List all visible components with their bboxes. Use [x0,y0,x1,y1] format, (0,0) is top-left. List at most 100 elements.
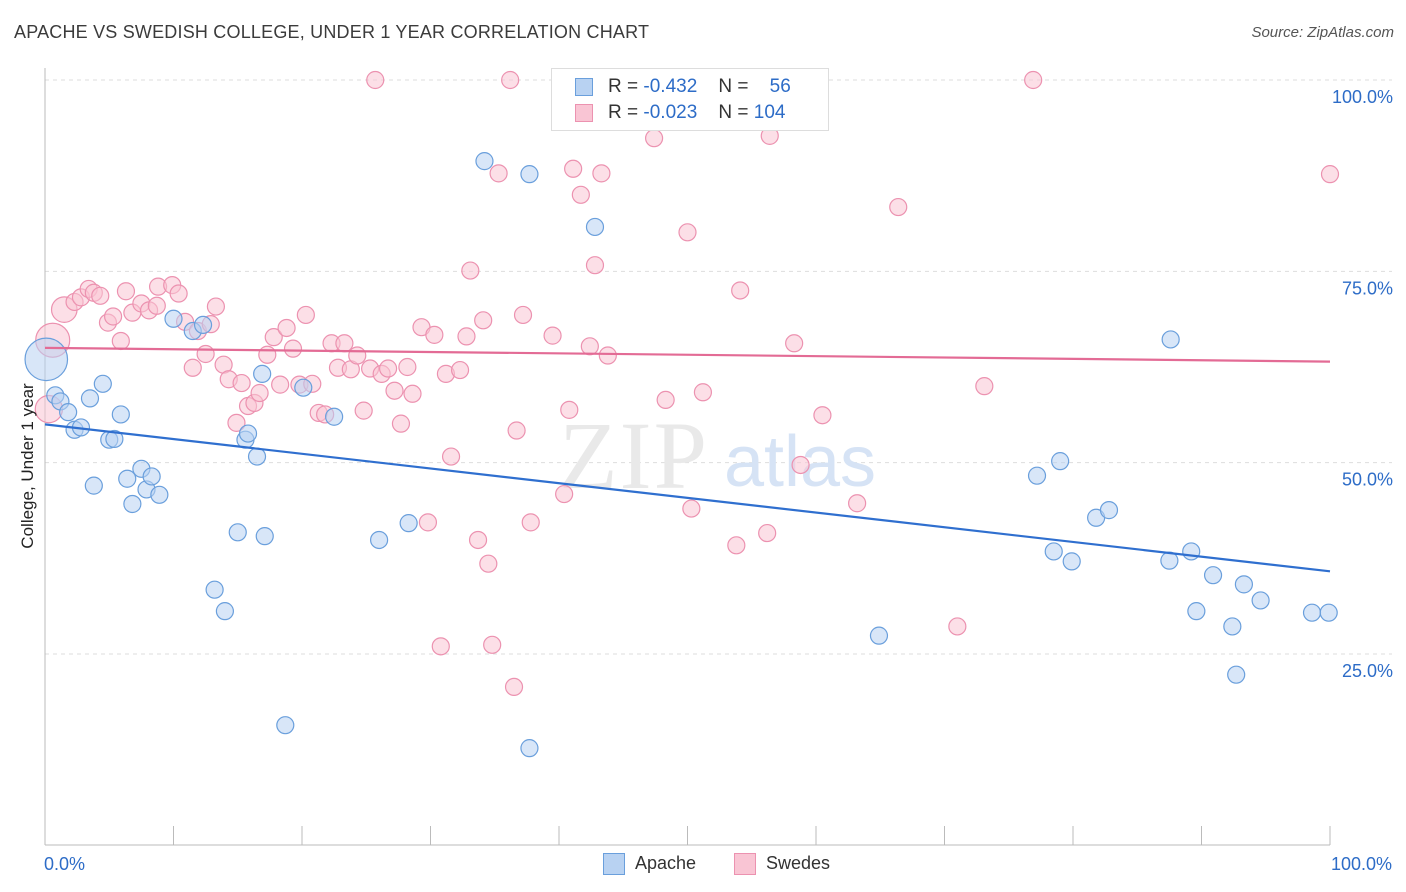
trend-lines [44,346,1331,573]
swedes-point [116,282,136,301]
swedes-point [785,334,804,353]
apache-point [150,485,169,504]
swedes-point [656,390,675,410]
swedes-point [889,197,908,217]
apache-point [1251,591,1270,610]
swedes-point [580,337,599,356]
swedes-point [483,635,502,654]
grid-lines [45,79,1392,655]
swedes-trend-line [44,346,1331,363]
swedes-point [385,381,404,400]
y-tick-label: 50.0% [1342,470,1393,490]
apache-point [325,407,344,426]
apache-point [1027,466,1047,485]
swedes-point [585,256,605,275]
swedes-point [727,536,746,555]
swedes-point [678,223,697,242]
swedes-point [104,307,123,326]
apache-point [276,716,295,735]
swedes-point [758,523,777,543]
apache-points [24,152,1338,758]
apache-point [1302,603,1322,622]
swedes-point [468,530,488,550]
swedes-point [391,414,411,433]
apache-point [370,530,389,550]
apache-r-label: R = [608,76,639,97]
chart-title: APACHE VS SWEDISH COLLEGE, UNDER 1 YEAR … [14,22,650,42]
swedes-point [418,513,438,532]
swedes-point [457,327,476,346]
apache-point [105,429,124,449]
apache-point [118,469,137,488]
apache-point [1234,575,1254,594]
stats-row-swedes: R = -0.023 N = 104 [552,100,828,126]
swedes-point [271,375,290,394]
swedes-point [111,331,130,351]
swedes-point [227,413,246,432]
swedes-point [504,677,524,697]
swedes-point [543,326,562,345]
apache-point [399,514,418,533]
apache-point [1203,566,1223,585]
swedes-point [296,305,315,325]
swedes-point [91,286,110,305]
swedes-point [564,159,583,178]
swedes-point [398,357,417,377]
apache-point [80,389,100,408]
legend-apache-label: Apache [635,853,697,873]
apache-point [1182,542,1201,561]
apache-point [93,374,112,393]
swedes-point [348,346,367,365]
swedes-point [366,70,385,90]
apache-point [205,580,224,599]
y-axis-label: College, Under 1 year [18,383,37,549]
stats-row-apache: R = -0.432 N = 56 [552,74,828,100]
swedes-point [507,421,526,440]
swedes-point [644,129,664,148]
apache-point [1099,501,1119,520]
swedes-point [441,447,461,466]
swedes-n-label: N = [718,102,749,123]
apache-point [1161,330,1180,349]
apache-point [164,309,183,328]
apache-point [255,527,274,546]
swedes-point [335,334,354,353]
apache-r-value: -0.432 [643,76,698,97]
apache-point [1223,617,1242,636]
swedes-point [598,346,617,365]
apache-point [228,523,247,542]
axes [44,68,1331,846]
legend-apache-swatch [603,853,625,875]
swedes-point [431,637,450,656]
watermark-zip: ZIP [559,402,709,509]
swedes-point [354,401,373,420]
swedes-point [501,70,520,90]
swedes-point [479,554,498,573]
swedes-point [450,360,470,380]
apache-point [520,165,539,184]
apache-point [585,217,605,237]
swedes-swatch [575,104,593,122]
swedes-point [1320,165,1340,184]
apache-point [475,152,494,171]
swedes-point [147,296,166,315]
apache-point [294,378,313,397]
apache-point [1187,602,1206,621]
apache-point [142,467,161,486]
stats-box: R = -0.432 N = 56 R = -0.023 N = 104 [551,68,829,131]
swedes-point [196,344,215,364]
swedes-point [489,164,508,183]
swedes-point [1024,70,1043,90]
y-tick-label: 100.0% [1332,87,1393,107]
apache-n-label: N = [718,76,749,97]
swedes-point [693,383,713,402]
swedes-point [425,325,444,344]
apache-point [123,494,142,514]
swedes-point [848,494,867,513]
swedes-point [403,384,422,403]
apache-point [238,424,258,443]
apache-point [1319,603,1338,622]
swedes-point [169,284,188,303]
swedes-point [948,617,967,636]
